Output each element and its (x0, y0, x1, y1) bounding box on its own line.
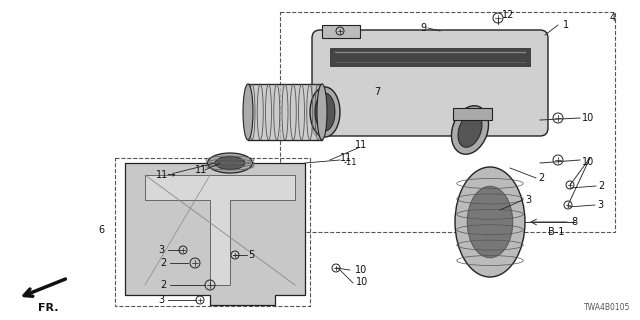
Text: 10: 10 (582, 157, 595, 167)
Ellipse shape (451, 106, 488, 154)
Ellipse shape (310, 87, 340, 137)
Polygon shape (322, 25, 360, 38)
Text: 2: 2 (538, 173, 544, 183)
Text: 3: 3 (525, 195, 531, 205)
Text: 2: 2 (160, 280, 166, 290)
Text: 5: 5 (248, 250, 254, 260)
Text: -11: -11 (344, 157, 358, 166)
Ellipse shape (207, 153, 253, 173)
Polygon shape (125, 163, 305, 305)
Text: 8: 8 (571, 217, 577, 227)
Text: 11: 11 (195, 165, 207, 175)
Text: 10: 10 (356, 277, 368, 287)
Ellipse shape (467, 186, 513, 258)
Polygon shape (145, 175, 295, 285)
Text: 2: 2 (598, 181, 604, 191)
Text: 10: 10 (582, 113, 595, 123)
Text: 11: 11 (355, 140, 367, 150)
Text: TWA4B0105: TWA4B0105 (584, 303, 630, 312)
Text: 2: 2 (160, 258, 166, 268)
Text: 3: 3 (158, 295, 164, 305)
Text: 12: 12 (502, 10, 515, 20)
Text: 9: 9 (420, 23, 426, 33)
Text: 4: 4 (610, 13, 616, 23)
Text: 7: 7 (374, 87, 380, 97)
Ellipse shape (243, 84, 253, 140)
Ellipse shape (458, 113, 482, 147)
Text: B-1: B-1 (548, 227, 564, 237)
Text: 11→: 11→ (156, 170, 177, 180)
Text: FR.: FR. (38, 303, 58, 313)
Text: 3: 3 (597, 200, 603, 210)
Ellipse shape (455, 167, 525, 277)
Text: 11: 11 (340, 153, 352, 163)
Bar (330, 48, 530, 66)
Text: 10: 10 (355, 265, 367, 275)
Text: 6: 6 (98, 225, 104, 235)
Polygon shape (453, 108, 492, 120)
Ellipse shape (215, 156, 245, 170)
Ellipse shape (315, 93, 335, 131)
Ellipse shape (317, 84, 327, 140)
Text: 1: 1 (563, 20, 569, 30)
Text: 3: 3 (158, 245, 164, 255)
Bar (280, 12, 615, 232)
Bar (115, 158, 310, 306)
FancyBboxPatch shape (312, 30, 548, 136)
